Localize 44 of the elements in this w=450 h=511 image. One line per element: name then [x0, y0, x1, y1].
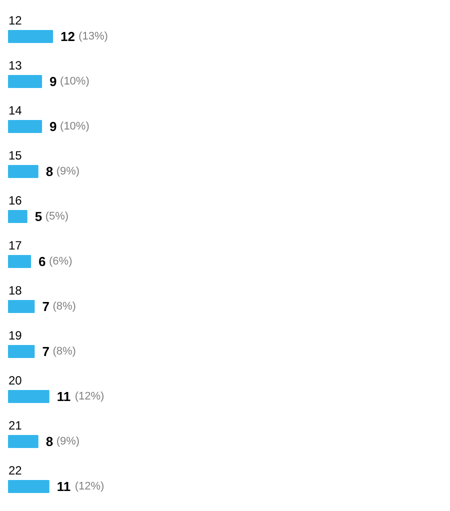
y-tick-label: 12 [8, 14, 22, 28]
y-tick-label: 20 [8, 374, 22, 388]
y-tick-label: 18 [8, 284, 22, 298]
annotation: (12%) [74, 390, 104, 402]
annotation: (12%) [74, 480, 104, 492]
data-label: 9 [50, 74, 57, 89]
bar [8, 210, 28, 223]
bar [8, 165, 38, 178]
annotation: (6%) [49, 256, 72, 268]
annotation: (9%) [56, 436, 80, 448]
bar [8, 300, 35, 313]
annotation: (10%) [60, 76, 90, 88]
y-tick-label: 19 [8, 328, 22, 342]
annotation: (9%) [56, 166, 80, 178]
y-tick-label: 16 [8, 194, 22, 208]
y-tick-label: 14 [8, 104, 22, 118]
bar [8, 480, 50, 493]
data-label: 7 [42, 344, 50, 359]
bar [8, 255, 32, 268]
y-tick-label: 21 [8, 418, 22, 432]
annotation: (8%) [52, 300, 76, 312]
bar [8, 30, 54, 43]
bar [8, 390, 50, 403]
data-label: 5 [34, 209, 42, 224]
data-label: 7 [42, 299, 50, 314]
bar [8, 345, 35, 358]
annotation: (5%) [45, 210, 69, 222]
annotation: (10%) [60, 120, 90, 132]
data-label: 8 [46, 164, 54, 179]
annotation: (13%) [78, 30, 108, 42]
data-label: 6 [38, 254, 46, 269]
y-tick-label: 13 [8, 58, 22, 72]
data-label: 9 [50, 119, 57, 134]
annotation: (8%) [52, 346, 76, 358]
bar [8, 120, 42, 133]
y-tick-label: 22 [8, 464, 22, 478]
y-tick-label: 15 [8, 148, 22, 162]
bar [8, 75, 42, 88]
y-tick-label: 17 [8, 238, 22, 252]
bar [8, 435, 38, 448]
data-label: 8 [46, 434, 54, 449]
data-label: 11 [56, 479, 71, 494]
data-label: 11 [56, 389, 71, 404]
data-label: 12 [60, 29, 76, 44]
